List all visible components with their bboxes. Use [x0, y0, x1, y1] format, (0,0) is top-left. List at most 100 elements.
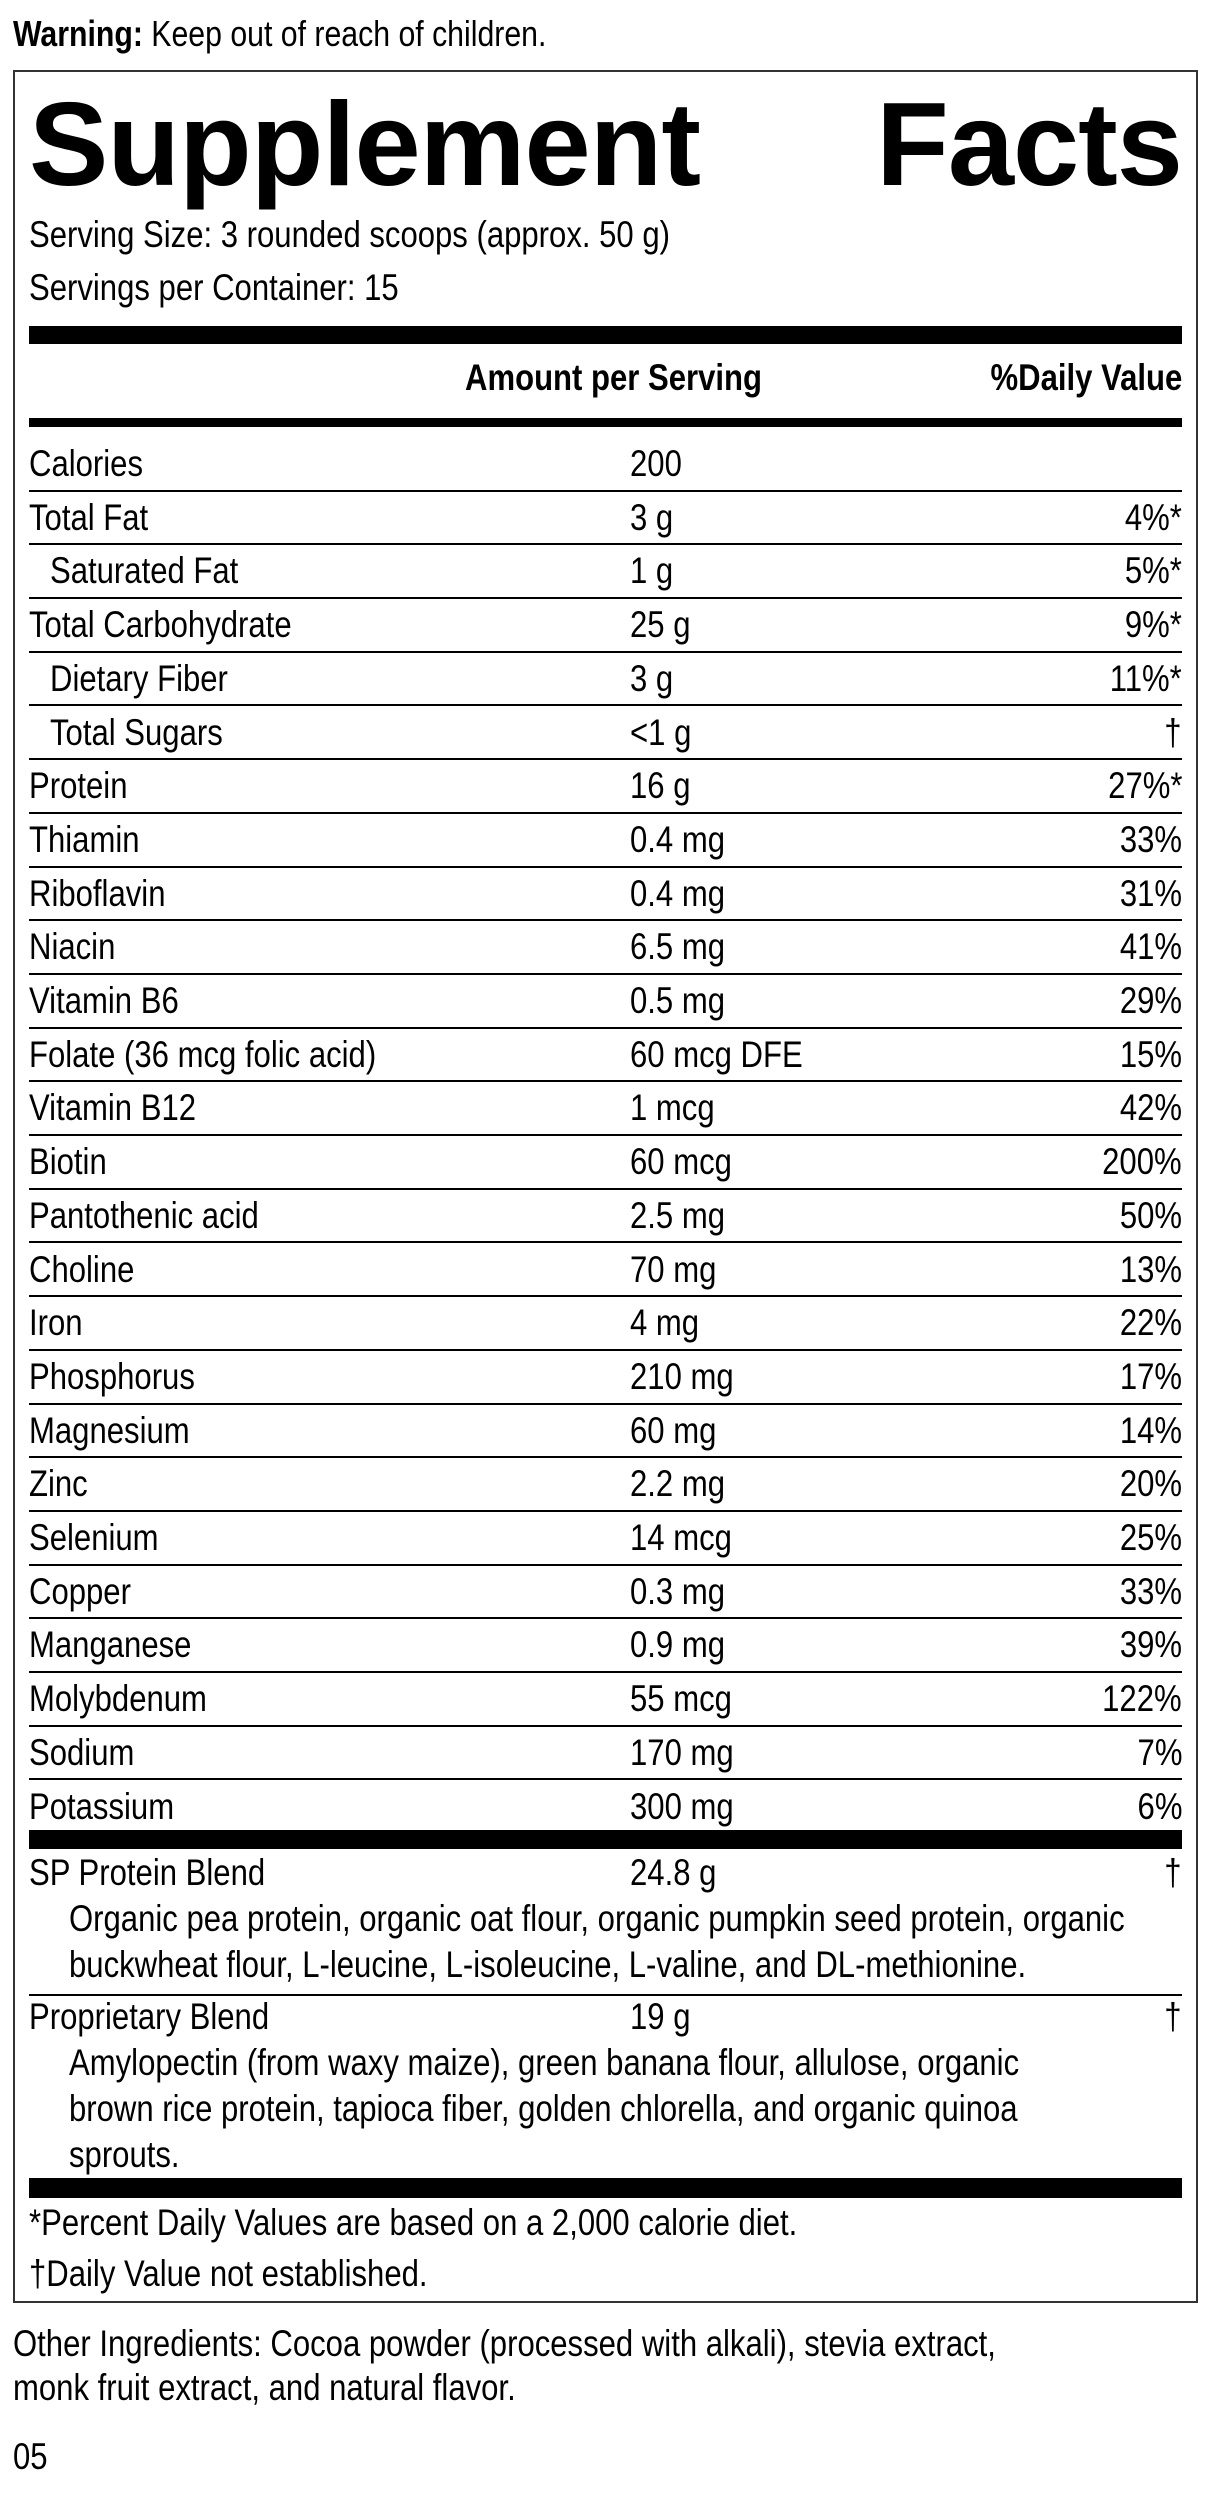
column-header: Amount per Serving %Daily Value	[29, 355, 1182, 401]
nutrient-daily-value: †	[1164, 711, 1182, 753]
nutrient-name: Protein	[29, 765, 128, 807]
nutrient-name: Potassium	[29, 1785, 175, 1827]
nutrient-daily-value: 29%	[1119, 980, 1182, 1021]
blend-ingredients-line: buckwheat flour, L-leucine, L-isoleucine…	[69, 1944, 1027, 1985]
nutrient-name: Thiamin	[29, 818, 140, 860]
blend-name: Proprietary Blend	[29, 1996, 270, 2037]
blend-row: SP Protein Blend 24.8 g † Organic pea prote…	[29, 1850, 1182, 1996]
nutrient-name: Folate (36 mcg folic acid)	[29, 1033, 377, 1075]
nutrient-amount: 2.5 mg	[630, 1194, 726, 1236]
nutrient-amount: 200	[630, 443, 682, 484]
nutrient-amount: 60 mcg DFE	[630, 1033, 803, 1075]
nutrient-daily-value: 22%	[1119, 1302, 1182, 1344]
nutrient-daily-value: 33%	[1119, 1570, 1182, 1612]
blend-ingredients-line: brown rice protein, tapioca fiber, golde…	[69, 2088, 1018, 2129]
nutrient-row: Copper 0.3 mg 33%	[29, 1566, 1182, 1620]
nutrient-row: Potassium 300 mg 6%	[29, 1781, 1182, 1833]
nutrient-daily-value: 14%	[1119, 1409, 1182, 1451]
nutrient-row: Choline 70 mg 13%	[29, 1244, 1182, 1298]
nutrient-amount: 4 mg	[630, 1302, 700, 1344]
nutrient-name: Copper	[29, 1570, 131, 1612]
nutrient-daily-value: 50%	[1119, 1194, 1182, 1236]
nutrient-name: Choline	[29, 1248, 135, 1290]
nutrient-name: Saturated Fat	[50, 550, 239, 592]
nutrient-row: Dietary Fiber 3 g 11%*	[29, 653, 1182, 707]
supplement-facts-panel: Supplement Facts Serving Size: 3 rounded…	[13, 70, 1198, 2303]
nutrient-row: Saturated Fat 1 g 5%*	[29, 545, 1182, 600]
serving-size: Serving Size: 3 rounded scoops (approx. …	[29, 214, 670, 255]
thick-divider	[29, 326, 1182, 344]
nutrient-daily-value: 4%*	[1124, 496, 1182, 538]
nutrient-row: Pantothenic acid 2.5 mg 50%	[29, 1190, 1182, 1244]
nutrient-row: Molybdenum 55 mcg 122%	[29, 1673, 1182, 1727]
nutrient-amount: 70 mg	[630, 1248, 717, 1290]
panel-title: Supplement Facts	[29, 78, 1183, 211]
blend-amount: 24.8 g	[630, 1852, 717, 1893]
nutrient-name: Total Sugars	[50, 711, 223, 753]
servings-per-container: Servings per Container: 15	[29, 267, 399, 308]
nutrient-name: Total Fat	[29, 496, 149, 538]
blend-ingredients-line: Organic pea protein, organic oat flour, …	[69, 1898, 1125, 1939]
nutrient-name: Niacin	[29, 926, 116, 968]
nutrient-row: Thiamin 0.4 mg 33%	[29, 814, 1182, 868]
nutrient-name: Pantothenic acid	[29, 1194, 259, 1236]
nutrient-amount: 6.5 mg	[630, 926, 726, 968]
nutrient-amount: 60 mg	[630, 1409, 717, 1451]
footnote-daily-values: *Percent Daily Values are based on a 2,0…	[29, 2202, 798, 2243]
other-ingredients-line-2: monk fruit extract, and natural flavor.	[13, 2367, 516, 2408]
nutrient-row: Calories 200	[29, 438, 1182, 492]
nutrient-amount: 0.5 mg	[630, 980, 726, 1021]
nutrient-name: Iron	[29, 1302, 83, 1344]
nutrient-daily-value: 122%	[1102, 1678, 1182, 1720]
nutrient-amount: 0.4 mg	[630, 818, 726, 860]
warning-label: Warning:	[13, 13, 143, 54]
nutrient-name: Magnesium	[29, 1409, 190, 1451]
nutrient-name: Calories	[29, 443, 144, 484]
blend-ingredients-line: Amylopectin (from waxy maize), green ban…	[69, 2042, 1020, 2083]
title-word-supplement: Supplement	[29, 78, 701, 211]
nutrient-daily-value: 31%	[1119, 872, 1182, 914]
nutrient-amount: 1 mcg	[630, 1087, 715, 1129]
nutrient-name: Vitamin B6	[29, 980, 179, 1021]
nutrient-row: Niacin 6.5 mg 41%	[29, 921, 1182, 975]
nutrient-row: Vitamin B6 0.5 mg 29%	[29, 975, 1182, 1029]
nutrient-daily-value: 9%*	[1124, 604, 1182, 646]
warning-text: Warning: Keep out of reach of children.	[13, 14, 648, 54]
nutrient-row: Zinc 2.2 mg 20%	[29, 1458, 1182, 1512]
nutrient-row: Phosphorus 210 mg 17%	[29, 1351, 1182, 1405]
nutrient-amount: 210 mg	[630, 1355, 734, 1397]
nutrient-amount: 0.4 mg	[630, 872, 726, 914]
nutrient-daily-value: 7%	[1137, 1731, 1182, 1773]
nutrient-name: Selenium	[29, 1517, 159, 1558]
nutrient-amount: 0.9 mg	[630, 1624, 726, 1666]
nutrient-row: Total Fat 3 g 4%*	[29, 492, 1182, 546]
nutrient-daily-value: 15%	[1119, 1033, 1182, 1075]
nutrient-daily-value: 25%	[1119, 1517, 1182, 1558]
nutrient-amount: 170 mg	[630, 1731, 734, 1773]
nutrient-name: Biotin	[29, 1141, 107, 1183]
nutrient-row: Protein 16 g 27%*	[29, 760, 1182, 814]
blend-daily-value: †	[1164, 1852, 1182, 1893]
header-daily-value: %Daily Value	[990, 357, 1182, 398]
nutrient-name: Zinc	[29, 1463, 88, 1505]
nutrient-amount: 14 mcg	[630, 1517, 732, 1558]
blend-amount: 19 g	[630, 1996, 691, 2037]
nutrient-amount: 55 mcg	[630, 1678, 732, 1720]
nutrient-amount: 3 g	[630, 496, 674, 538]
nutrient-amount: 1 g	[630, 550, 674, 592]
nutrient-row: Riboflavin 0.4 mg 31%	[29, 868, 1182, 922]
nutrient-row: Magnesium 60 mg 14%	[29, 1405, 1182, 1459]
nutrient-name: Manganese	[29, 1624, 192, 1666]
nutrient-daily-value: 200%	[1102, 1141, 1182, 1183]
nutrient-daily-value: 13%	[1119, 1248, 1182, 1290]
nutrient-amount: <1 g	[630, 711, 692, 753]
nutrient-daily-value: 33%	[1119, 818, 1182, 860]
nutrient-row: Iron 4 mg 22%	[29, 1297, 1182, 1351]
nutrient-daily-value: 5%*	[1124, 550, 1182, 592]
blend-row: Proprietary Blend 19 g † Amylopectin (from …	[29, 1994, 1182, 2184]
nutrient-row: Folate (36 mcg folic acid) 60 mcg DFE 15%	[29, 1029, 1182, 1083]
thick-divider	[29, 1830, 1182, 1849]
nutrient-amount: 0.3 mg	[630, 1570, 726, 1612]
label-code: 05	[13, 2436, 48, 2477]
nutrient-amount: 16 g	[630, 765, 691, 807]
